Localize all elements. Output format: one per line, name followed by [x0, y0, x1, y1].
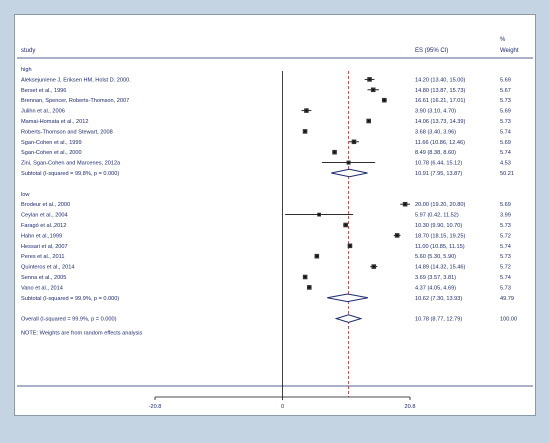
study-es-value: 14.20 (13.40, 15.00): [415, 77, 466, 83]
study-label: Vano et al., 2014: [21, 285, 63, 291]
study-es-value: 11.66 (10.86, 12.46): [415, 140, 465, 146]
study-point: [368, 78, 371, 81]
study-point: [304, 130, 306, 133]
study-point: [383, 99, 386, 102]
study-weight-value: 5.67: [500, 88, 511, 94]
subtotal-high-weight-value: 50.21: [500, 171, 514, 177]
x-tick-label: -20.8: [149, 404, 162, 410]
study-es-value: 8.49 (8.38, 8.60): [415, 150, 456, 156]
study-weight-value: 5.73: [500, 223, 511, 229]
study-es-value: 3.90 (3.10, 4.70): [415, 109, 456, 115]
study-column-header: study: [21, 48, 35, 54]
study-weight-value: 5.73: [500, 98, 511, 104]
study-weight-value: 5.72: [500, 265, 511, 271]
study-label: Aleksejuniene J, Eriksen HM, Holst D. 20…: [21, 77, 131, 83]
subtotal-low-es-value: 10.62 (7.30, 13.93): [415, 296, 462, 302]
study-es-value: 10.30 (9.90, 10.70): [415, 223, 462, 229]
study-point: [404, 203, 406, 206]
study-point: [349, 244, 351, 247]
study-point: [304, 276, 307, 278]
overall-weight-value: 100.00: [500, 317, 517, 323]
group-label-low: low: [21, 192, 30, 198]
study-weight-value: 5.74: [500, 129, 511, 135]
study-es-value: 5.60 (5.30, 5.90): [415, 254, 456, 260]
es-column-header: ES (95% CI): [415, 48, 448, 54]
study-es-value: 10.78 (6.44, 15.12): [415, 161, 462, 167]
subtotal-low-diamond: [327, 293, 368, 303]
study-label: Sgan-Cohen et al., 1999: [21, 140, 82, 146]
weight-percent-header: %: [500, 37, 506, 43]
subtotal-low-label: Subtotal (I-squared = 99.9%, p = 0.000): [21, 296, 119, 302]
forest-plot-frame: study ES (95% CI)% Weight high Aleksejuniene…: [14, 14, 536, 416]
group-label-high: high: [21, 67, 32, 73]
study-point: [372, 88, 375, 91]
overall-es-value: 10.78 (8.77, 12.79): [415, 317, 462, 323]
overall-diamond: [334, 314, 363, 323]
x-tick-label: 20.8: [405, 404, 416, 410]
study-weight-value: 5.73: [500, 119, 511, 125]
study-label: Ceylan et al., 2004: [21, 213, 68, 219]
study-point: [344, 224, 347, 226]
subtotal-high-label: Subtotal (I-squared = 99.8%, p = 0.000): [21, 171, 119, 177]
study-label: Peres et al., 2011: [21, 254, 64, 260]
study-es-value: 3.68 (3.40, 3.96): [415, 129, 456, 135]
study-point: [315, 255, 318, 258]
study-point: [372, 265, 375, 268]
study-point: [396, 234, 399, 237]
study-label: Senna et al., 2005: [21, 275, 66, 281]
subtotal-low-weight-value: 49.79: [500, 296, 514, 302]
x-tick-label: 0: [281, 404, 284, 410]
study-label: Mamai-Homata et al., 2012: [21, 119, 88, 125]
study-es-value: 18.70 (18.15, 19.25): [415, 233, 466, 239]
study-point: [318, 213, 320, 216]
study-weight-value: 5.69: [500, 202, 511, 208]
weights-note: NOTE: Weights are from random effects an…: [21, 331, 143, 337]
subtotal-high-diamond: [331, 168, 368, 178]
study-es-value: 5.97 (0.42, 11.52): [415, 213, 459, 219]
study-es-value: 14.89 (14.32, 15.46): [415, 265, 466, 271]
study-label: Sgan-Cohen et al., 2000: [21, 150, 82, 156]
study-es-value: 14.06 (13.73, 14.39): [415, 119, 466, 125]
study-label: Roberts-Thomson and Stewart, 2008: [21, 129, 113, 135]
study-point: [308, 286, 311, 289]
study-weight-value: 5.69: [500, 77, 511, 83]
study-point: [333, 151, 336, 154]
study-es-value: 11.00 (10.85, 11.15): [415, 244, 465, 250]
study-weight-value: 5.69: [500, 140, 511, 146]
study-es-value: 20.00 (19.20, 20.80): [415, 202, 466, 208]
study-weight-value: 5.74: [500, 150, 511, 156]
study-es-value: 4.37 (4.05, 4.69): [415, 285, 456, 291]
study-label: Julihn et al., 2006: [21, 109, 65, 115]
study-es-value: 14.80 (13.87, 15.73): [415, 88, 466, 94]
study-weight-value: 5.73: [500, 285, 511, 291]
weight-column-header: Weight: [500, 48, 519, 54]
study-label: Faragó et al.,2012: [21, 223, 66, 229]
study-point: [353, 140, 355, 143]
study-weight-value: 5.69: [500, 109, 511, 115]
study-weight-value: 5.74: [500, 244, 511, 250]
study-es-value: 16.61 (16.21, 17.01): [415, 98, 466, 104]
study-label: Hahn et al.,1999: [21, 233, 62, 239]
subtotal-high-es-value: 10.91 (7.95, 13.87): [415, 171, 462, 177]
study-point: [305, 109, 308, 112]
study-weight-value: 5.74: [500, 275, 511, 281]
study-es-value: 3.69 (3.57, 3.81): [415, 275, 456, 281]
study-label: Quinteros et al., 2014: [21, 265, 75, 271]
study-label: Berset et al., 1996: [21, 88, 66, 94]
study-label: Zini, Sgan-Cohen and Marcenes, 2012a: [21, 161, 121, 167]
study-weight-value: 3.99: [500, 213, 511, 219]
study-point: [367, 120, 370, 122]
study-label: Brodeur et al., 2000: [21, 202, 70, 208]
overall-label: Overall (I-squared = 99.9%, p = 0.000): [21, 317, 117, 323]
study-label: Brennan, Spencer, Roberts-Thomson, 2007: [21, 98, 129, 104]
forest-plot: study ES (95% CI)% Weight high Aleksejuniene…: [17, 37, 533, 410]
study-point: [347, 161, 350, 164]
study-weight-value: 4.53: [500, 161, 511, 167]
study-weight-value: 5.72: [500, 233, 511, 239]
study-weight-value: 5.73: [500, 254, 511, 260]
study-label: Hessari et al, 2007: [21, 244, 68, 250]
